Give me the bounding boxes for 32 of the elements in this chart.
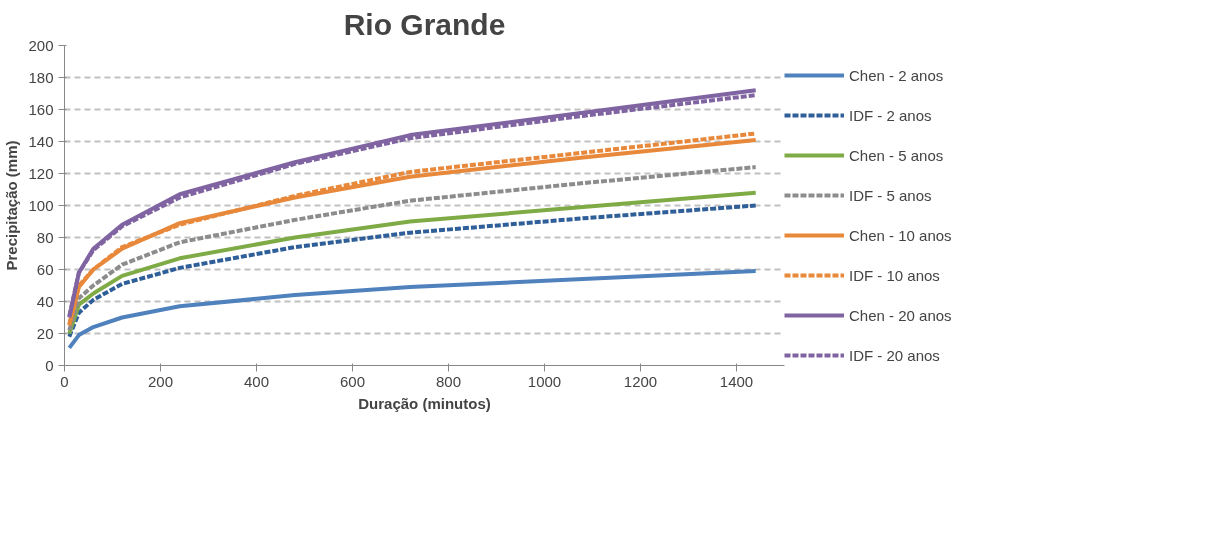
y-tick-label: 200 [28, 36, 54, 54]
x-tick-label: 800 [435, 372, 462, 390]
legend-label: Chen - 10 anos [849, 226, 952, 244]
y-tick-label: 140 [28, 132, 54, 150]
x-tick-label: 0 [60, 372, 69, 390]
y-tick-label: 40 [36, 292, 54, 310]
x-tick-label: 600 [339, 372, 366, 390]
legend-label: Chen - 20 anos [849, 306, 952, 324]
x-tick-label: 1000 [527, 372, 562, 390]
y-tick-label: 100 [28, 196, 54, 214]
y-tick-label: 180 [28, 68, 54, 86]
legend-label: IDF - 2 anos [849, 106, 932, 124]
legend-label: IDF - 10 anos [849, 266, 940, 284]
y-tick-label: 60 [36, 260, 54, 278]
legend-label: Chen - 5 anos [849, 146, 944, 164]
x-tick-label: 1200 [623, 372, 658, 390]
line-series [67, 165, 758, 333]
y-tick-label: 20 [36, 324, 54, 342]
y-tick-label: 120 [28, 164, 54, 182]
legend-label: Chen - 2 anos [849, 66, 944, 84]
x-tick-label: 1400 [719, 372, 754, 390]
y-axis-title: Precipitação (mm) [3, 140, 21, 271]
legend-label: IDF - 20 anos [849, 346, 940, 364]
x-axis-title: Duração (minutos) [358, 394, 491, 412]
x-tick-label: 200 [147, 372, 174, 390]
legend-label: IDF - 5 anos [849, 186, 932, 204]
y-tick-label: 0 [45, 356, 54, 374]
y-tick-label: 80 [36, 228, 54, 246]
x-tick-label: 400 [243, 372, 270, 390]
line-series [67, 269, 758, 350]
y-tick-label: 160 [28, 100, 54, 118]
chart-title: Rio Grande [343, 7, 506, 41]
